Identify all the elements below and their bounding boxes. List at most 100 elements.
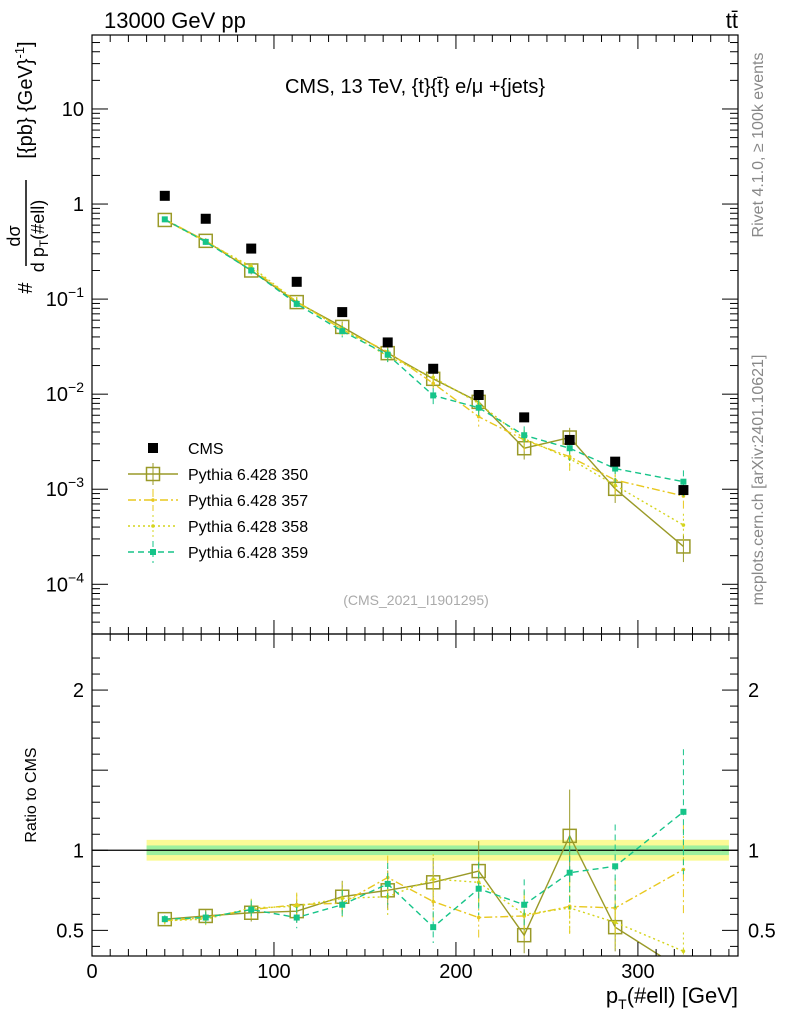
marker-pythia-6-428-358-6 bbox=[431, 877, 435, 881]
marker-pythia-6-428-359-1 bbox=[202, 238, 209, 245]
main-panel-series bbox=[157, 190, 691, 563]
y-tick-label: 10−4 bbox=[46, 569, 84, 596]
y-tick-label: 10 bbox=[62, 99, 84, 121]
marker-pythia-6-428-359-11 bbox=[680, 808, 687, 815]
marker-pythia-6-428-350-9 bbox=[562, 828, 577, 844]
ratio-panel-frame bbox=[91, 633, 739, 957]
marker-cms-4 bbox=[337, 307, 348, 318]
marker-pythia-6-428-358-3 bbox=[294, 904, 299, 909]
main-y-axis-label: # dσ d pT(#ell) [{pb} {GeV}-1] bbox=[4, 41, 51, 293]
marker-pythia-6-428-357-6 bbox=[431, 381, 435, 386]
marker-pythia-6-428-350-1 bbox=[198, 233, 213, 249]
marker-pythia-6-428-357-7 bbox=[476, 915, 481, 920]
line-pythia-6-428-358 bbox=[164, 878, 684, 952]
marker-cms-6 bbox=[428, 363, 439, 374]
marker-pythia-6-428-350-11 bbox=[677, 964, 690, 977]
svg-text:[{pb} {GeV}-1]: [{pb} {GeV}-1] bbox=[12, 41, 37, 158]
marker-pythia-6-428-359-10 bbox=[612, 863, 619, 870]
y-tick-label: 10−1 bbox=[46, 284, 84, 311]
marker-cms-legend bbox=[148, 443, 158, 453]
marker-pythia-6-428-359-6 bbox=[430, 392, 437, 399]
x-tick-label: 100 bbox=[257, 961, 290, 983]
marker-pythia-6-428-358-2 bbox=[249, 264, 254, 269]
marker-pythia-6-428-359-11 bbox=[680, 478, 687, 485]
marker-pythia-6-428-359-2 bbox=[248, 267, 255, 274]
marker-pythia-6-428-359-8 bbox=[521, 901, 528, 908]
marker-pythia-6-428-359-3 bbox=[293, 914, 300, 921]
marker-cms-8 bbox=[519, 412, 530, 423]
marker-pythia-6-428-359-5 bbox=[384, 351, 391, 358]
marker-pythia-6-428-358-10 bbox=[613, 483, 617, 488]
marker-pythia-6-428-359-9 bbox=[566, 869, 573, 876]
marker-cms-9 bbox=[564, 434, 575, 445]
ratio-y-tick-label-right: 2 bbox=[748, 680, 759, 702]
x-tick-label: 200 bbox=[439, 961, 472, 983]
marker-pythia-6-428-359-5 bbox=[384, 880, 391, 887]
legend-label-pythia-6-428-357: Pythia 6.428 357 bbox=[188, 493, 308, 510]
ratio-panel-series bbox=[157, 749, 690, 977]
marker-pythia-6-428-359-9 bbox=[566, 445, 573, 452]
marker-cms-2 bbox=[246, 243, 257, 254]
analysis-watermark: (CMS_2021_I1901295) bbox=[343, 592, 489, 608]
y-tick-label: 1 bbox=[73, 194, 84, 216]
ratio-y-tick-label-right: 1 bbox=[748, 840, 759, 862]
ratio-y-tick-label: 1 bbox=[73, 840, 84, 862]
ratio-y-tick-label: 0.5 bbox=[56, 920, 84, 942]
marker-cms-7 bbox=[473, 389, 484, 400]
marker-pythia-6-428-359-8 bbox=[521, 432, 528, 439]
line-pythia-6-428-358 bbox=[164, 219, 684, 526]
line-pythia-6-428-350 bbox=[164, 834, 662, 956]
line-pythia-6-428-359 bbox=[164, 811, 684, 929]
marker-pythia-6-428-359-7 bbox=[475, 885, 482, 892]
marker-pythia-6-428-359-legend bbox=[150, 549, 156, 555]
mcplots-source-label: mcplots.cern.ch [arXiv:2401.10621] bbox=[750, 355, 767, 606]
y-tick-label: 10−2 bbox=[46, 379, 84, 406]
marker-pythia-6-428-358-7 bbox=[476, 880, 481, 885]
rivet-version-label: Rivet 4.1.0, ≥ 100k events bbox=[750, 53, 767, 238]
ratio-y-tick-label-right: 0.5 bbox=[748, 920, 776, 942]
chart-title: CMS, 13 TeV, {t}{t̄} e/μ +{jets} bbox=[285, 76, 545, 98]
marker-cms-11 bbox=[678, 485, 689, 496]
marker-pythia-6-428-359-0 bbox=[161, 216, 168, 223]
line-pythia-6-428-359 bbox=[164, 218, 684, 483]
svg-text:dσ: dσ bbox=[4, 225, 24, 246]
x-tick-label: 300 bbox=[621, 961, 654, 983]
marker-pythia-6-428-359-1 bbox=[202, 914, 209, 921]
legend-label-cms: CMS bbox=[188, 441, 224, 458]
marker-pythia-6-428-359-2 bbox=[248, 906, 255, 913]
marker-pythia-6-428-350-0 bbox=[157, 911, 173, 927]
ratio-uncertainty-band bbox=[92, 839, 738, 861]
marker-pythia-6-428-350-3 bbox=[289, 294, 304, 310]
marker-cms-10 bbox=[610, 456, 621, 467]
legend-label-pythia-6-428-359: Pythia 6.428 359 bbox=[188, 545, 308, 562]
ratio-y-axis-label: Ratio to CMS bbox=[23, 747, 40, 842]
marker-pythia-6-428-359-3 bbox=[293, 300, 300, 307]
final-state-label: tt̄ bbox=[726, 8, 738, 33]
marker-cms-5 bbox=[382, 337, 393, 348]
marker-pythia-6-428-358-11 bbox=[681, 949, 686, 953]
x-axis-label: pT(#ell) [GeV] bbox=[606, 983, 738, 1012]
ratio-y-tick-label: 2 bbox=[73, 680, 84, 702]
marker-cms-0 bbox=[159, 190, 170, 201]
marker-pythia-6-428-359-10 bbox=[612, 465, 619, 472]
marker-pythia-6-428-358-4 bbox=[340, 896, 345, 901]
marker-pythia-6-428-358-6 bbox=[431, 375, 435, 380]
marker-pythia-6-428-358-legend bbox=[151, 524, 155, 528]
marker-pythia-6-428-359-4 bbox=[339, 901, 346, 908]
marker-pythia-6-428-350-legend bbox=[145, 466, 161, 482]
marker-pythia-6-428-358-11 bbox=[681, 523, 686, 527]
svg-text:#: # bbox=[15, 282, 37, 294]
line-pythia-6-428-357 bbox=[164, 868, 684, 922]
svg-text:d pT(#ell): d pT(#ell) bbox=[28, 200, 51, 272]
legend: CMS Pythia 6.428 350 Pythia 6.428 357 Pythi… bbox=[128, 441, 308, 563]
legend-label-pythia-6-428-358: Pythia 6.428 358 bbox=[188, 519, 308, 536]
line-pythia-6-428-357 bbox=[164, 218, 684, 497]
marker-cms-1 bbox=[200, 213, 211, 224]
x-tick-label: 0 bbox=[86, 961, 97, 983]
marker-pythia-6-428-357-legend bbox=[151, 498, 155, 502]
marker-cms-3 bbox=[291, 276, 302, 287]
marker-pythia-6-428-359-0 bbox=[161, 916, 168, 923]
marker-pythia-6-428-357-6 bbox=[431, 899, 435, 904]
marker-pythia-6-428-359-7 bbox=[475, 404, 482, 411]
marker-pythia-6-428-350-0 bbox=[157, 212, 173, 228]
